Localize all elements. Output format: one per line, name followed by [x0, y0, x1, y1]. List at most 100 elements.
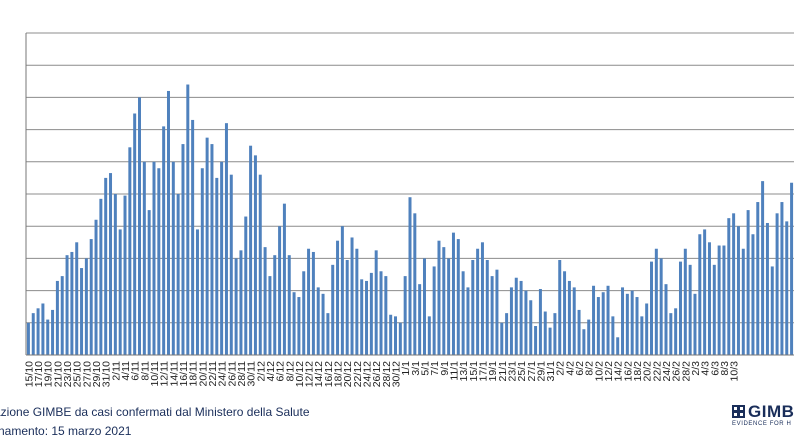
bar: [109, 173, 113, 355]
x-tick-label: 2/3: [690, 361, 702, 376]
gimbe-logo-tagline: EVIDENCE FOR H: [732, 421, 792, 427]
x-tick-label: 12/11: [159, 361, 171, 387]
bar: [398, 322, 402, 355]
bar: [340, 226, 344, 355]
x-tick-label: 16/12: [323, 361, 335, 387]
x-tick-label: 4/2: [564, 361, 576, 376]
bar: [558, 260, 562, 355]
bar: [707, 242, 711, 355]
bar-series: [26, 84, 794, 356]
bar: [268, 276, 272, 355]
bar: [635, 297, 639, 355]
bar: [331, 264, 335, 355]
x-tick-label: 29/10: [91, 361, 103, 387]
x-tick-label: 28/2: [680, 361, 692, 382]
bar: [678, 261, 682, 355]
bar: [751, 234, 755, 355]
bar: [113, 194, 117, 355]
bar: [253, 155, 257, 355]
x-tick-label: 27/10: [81, 361, 93, 387]
bar: [736, 226, 740, 355]
bar: [220, 161, 224, 355]
bar: [761, 181, 765, 355]
bar: [229, 174, 233, 355]
bar: [664, 284, 668, 355]
bar: [307, 248, 311, 355]
bar: [572, 287, 576, 355]
bar: [785, 221, 789, 355]
x-tick-label: 21/10: [52, 361, 64, 387]
x-tick-label: 19/1: [487, 361, 499, 382]
bar: [538, 288, 542, 355]
x-tick-label: 25/1: [516, 361, 528, 382]
bar: [287, 255, 291, 355]
bar: [727, 218, 731, 355]
bar: [413, 213, 417, 355]
x-tick-label: 20/11: [197, 361, 209, 387]
x-axis-ticks: 15/1017/1019/1021/1023/1025/1027/1029/10…: [23, 361, 740, 387]
bar: [553, 313, 557, 355]
x-tick-label: 12/12: [304, 361, 316, 387]
bar: [297, 297, 301, 355]
bar: [519, 280, 523, 355]
bar: [418, 284, 422, 355]
bar: [703, 229, 707, 355]
bar: [577, 309, 581, 355]
bar: [26, 322, 30, 355]
bar: [350, 237, 354, 355]
x-tick-label: 8/3: [719, 361, 731, 376]
bar: [171, 161, 175, 355]
x-tick-label: 16/2: [622, 361, 634, 382]
bar: [311, 251, 315, 355]
x-tick-label: 14/2: [613, 361, 625, 382]
x-tick-label: 6/2: [574, 361, 586, 376]
bar: [770, 266, 774, 355]
bar: [263, 247, 267, 355]
bar: [509, 287, 513, 355]
bar: [495, 269, 499, 355]
bar: [379, 271, 383, 355]
bar: [606, 285, 610, 355]
x-tick-label: 30/11: [246, 361, 258, 387]
x-tick-label: 6/11: [130, 361, 142, 381]
bar: [471, 260, 475, 355]
bar: [451, 232, 455, 355]
bar: [775, 213, 779, 355]
x-tick-label: 26/12: [371, 361, 383, 387]
bar: [389, 314, 393, 355]
bar: [625, 293, 629, 355]
bar: [282, 203, 286, 355]
x-tick-label: 18/11: [188, 361, 200, 387]
bar: [456, 239, 460, 355]
bar: [374, 250, 378, 355]
bar: [732, 213, 736, 355]
bar: [36, 308, 40, 355]
bar: [360, 279, 364, 355]
bar: [567, 280, 571, 355]
bar: [432, 266, 436, 355]
bar: [500, 322, 504, 355]
bar: [345, 260, 349, 355]
bar: [94, 219, 98, 355]
bar: [611, 316, 615, 355]
bar: [55, 280, 59, 355]
bar: [99, 198, 103, 355]
bar: [191, 119, 195, 355]
bar: [422, 258, 426, 355]
bar: [765, 222, 769, 355]
bar: [316, 287, 320, 355]
x-tick-label: 30/12: [391, 361, 403, 387]
gimbe-logo-text: GIMBE: [748, 402, 794, 421]
bar: [249, 145, 253, 355]
x-tick-label: 22/2: [651, 361, 663, 382]
bar: [621, 287, 625, 355]
bar: [741, 248, 745, 355]
x-tick-label: 10/11: [149, 361, 161, 387]
x-tick-label: 15/1: [468, 361, 480, 382]
x-tick-label: 24/12: [362, 361, 374, 387]
x-tick-label: 22/12: [352, 361, 364, 387]
bar: [336, 240, 340, 355]
bar: [138, 97, 141, 356]
bar: [669, 313, 673, 355]
x-tick-label: 5/1: [419, 361, 431, 376]
